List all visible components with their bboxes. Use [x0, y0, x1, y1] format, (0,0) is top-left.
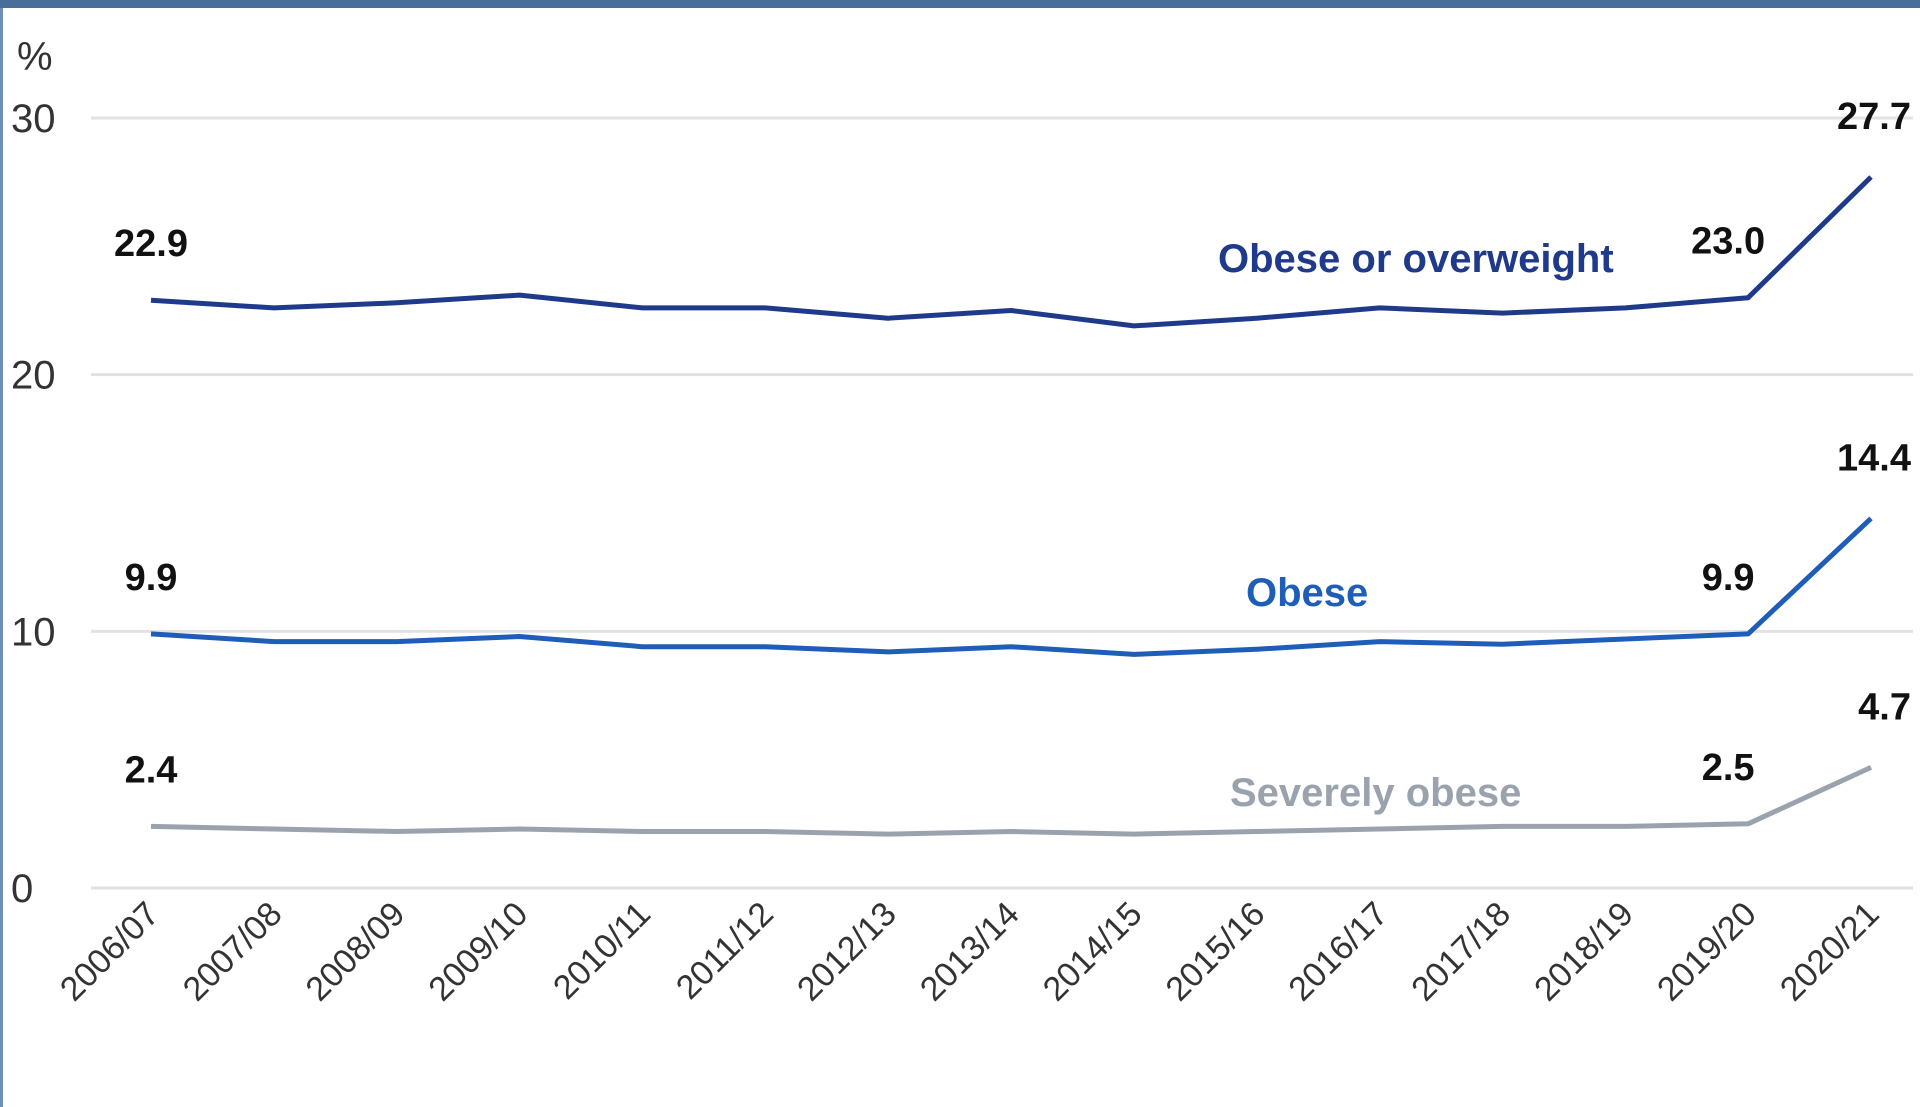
x-axis-ticks: 2006/07 2007/08 2008/09 2009/10 2010/11 2011/…: [53, 895, 1887, 1009]
series-line: [150, 765, 1873, 837]
y-axis-ticks: 0 10 20 30: [11, 97, 56, 911]
y-tick-label: 20: [11, 354, 56, 398]
x-tick-label: 2020/21: [1773, 895, 1887, 1009]
x-tick-label: 2009/10: [421, 895, 535, 1009]
x-tick-label: 2016/17: [1281, 895, 1395, 1009]
series-lines: [150, 175, 1873, 837]
data-label: 27.7: [1837, 96, 1911, 138]
series-line: [150, 516, 1873, 657]
data-label: 9.9: [125, 557, 178, 599]
data-label: 14.4: [1837, 437, 1911, 479]
x-tick-label: 2014/15: [1036, 895, 1150, 1009]
x-tick-label: 2007/08: [176, 895, 290, 1009]
y-tick-label: 10: [11, 610, 56, 654]
x-tick-label: 2011/12: [669, 895, 781, 1007]
x-tick-label: 2006/07: [53, 895, 167, 1009]
y-tick-label: 30: [11, 97, 56, 141]
data-label: 23.0: [1691, 221, 1765, 263]
x-tick-label: 2013/14: [913, 895, 1027, 1009]
y-tick-label: 0: [11, 867, 33, 911]
y-unit-label: %: [17, 35, 53, 79]
x-tick-label: 2019/20: [1650, 895, 1764, 1009]
x-tick-label: 2008/09: [299, 895, 413, 1009]
x-tick-label: 2018/19: [1527, 895, 1641, 1009]
data-label: 2.4: [125, 749, 178, 791]
series-line: [150, 175, 1873, 329]
data-label: 9.9: [1702, 557, 1755, 599]
x-tick-label: 2010/11: [546, 895, 658, 1007]
series-name-severely-obese: Severely obese: [1230, 771, 1521, 815]
series-names: Obese or overweight Obese Severely obese: [1218, 237, 1614, 815]
data-label: 4.7: [1858, 686, 1911, 728]
chart-frame: % 0 10 20 30 2006/07 2007/08 2008/09 2009/10 20…: [0, 8, 1920, 1107]
x-tick-label: 2017/18: [1404, 895, 1518, 1009]
data-labels: 22.9 23.0 27.7 9.9 9.9 14.4 2.4 2.5 4.7: [114, 96, 1911, 791]
data-label: 22.9: [114, 223, 188, 265]
series-name-obese: Obese: [1246, 571, 1368, 615]
x-tick-label: 2012/13: [790, 895, 904, 1009]
x-tick-label: 2015/16: [1159, 895, 1273, 1009]
data-label: 2.5: [1702, 747, 1755, 789]
series-name-obese-or-overweight: Obese or overweight: [1218, 237, 1614, 281]
gridlines: [91, 116, 1913, 890]
